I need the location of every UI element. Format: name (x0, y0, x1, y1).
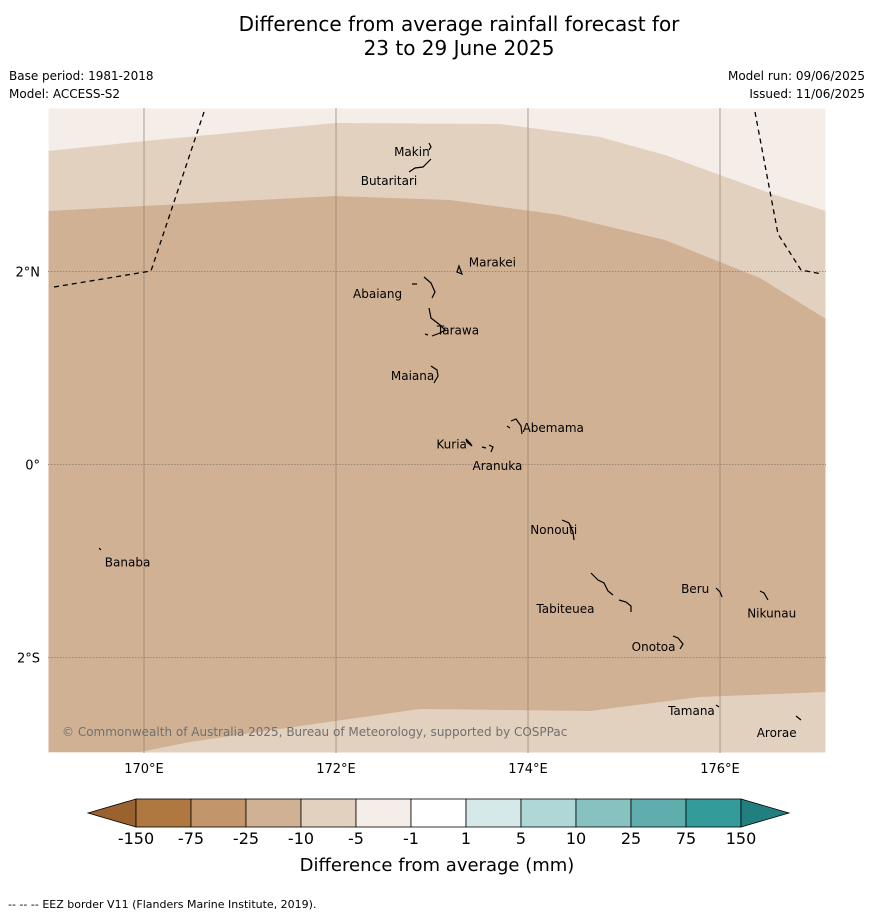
lon-tick-label: 172°E (316, 762, 356, 777)
onotoa-outline (672, 635, 684, 650)
colorbar-tick-label: -150 (118, 829, 154, 848)
arorae-outline (795, 715, 802, 721)
copyright-notice: © Commonwealth of Australia 2025, Bureau… (62, 725, 567, 739)
lon-tick-label: 170°E (124, 762, 164, 777)
banaba-outline (98, 547, 102, 551)
graticule (48, 108, 826, 753)
colorbar-tick-label: 10 (566, 829, 586, 848)
colorbar-segment (520, 798, 577, 828)
eez-borders (53, 108, 823, 288)
lat-tick-label: 0° (25, 459, 40, 474)
colorbar-segment (575, 798, 632, 828)
lat-tick-label: 2°N (16, 266, 41, 281)
colorbar-tick-label: -1 (403, 829, 419, 848)
colorbar-title: Difference from average (mm) (300, 855, 575, 876)
island-label: Tamana (667, 704, 715, 718)
lat-tick-label: 2°S (17, 652, 40, 667)
tabiteuea-outline (590, 572, 632, 612)
colorbar-segment (410, 798, 467, 828)
chart-title: Difference from average rainfall forecas… (0, 12, 873, 60)
island-labels: Makin Butaritari Marakei Abaiang Tarawa Maian… (105, 145, 797, 740)
makin-outline (428, 142, 432, 151)
abemama-outline (506, 418, 523, 435)
marakei-outline (456, 264, 464, 276)
colorbar-tick-label: -75 (178, 829, 204, 848)
kuria-outline (465, 438, 473, 447)
colorbar-tick-label: 25 (621, 829, 641, 848)
title-line-1: Difference from average rainfall forecas… (238, 12, 680, 36)
island-label: Onotoa (632, 640, 676, 654)
tamana-outline (715, 704, 720, 708)
island-label: Kuria (436, 437, 467, 451)
lon-tick-label: 176°E (700, 762, 740, 777)
meta-right: Model run: 09/06/2025 Issued: 11/06/2025 (728, 67, 865, 103)
beru-outline (715, 587, 723, 598)
abaiang-outline (412, 276, 436, 299)
base-period: Base period: 1981-2018 (9, 69, 154, 83)
colorbar-tick-label: 5 (516, 829, 526, 848)
colorbar-tick-label: -5 (348, 829, 364, 848)
colorbar-high-extend (740, 798, 791, 828)
model-run: Model run: 09/06/2025 (727, 69, 865, 83)
island-label: Nonouti (530, 523, 577, 537)
colorbar-segment (465, 798, 522, 828)
shade-band-minus10-to-minus25 (48, 196, 826, 752)
colorbar-tick-label: 75 (676, 829, 696, 848)
island-label: Nikunau (747, 607, 796, 621)
issued-date: Issued: 11/06/2025 (749, 87, 865, 101)
maiana-outline (430, 365, 439, 384)
colorbar-tick-label: 150 (726, 829, 757, 848)
island-label: Beru (681, 582, 709, 596)
eez-border-east (754, 111, 823, 275)
nonouti-outline (561, 519, 575, 541)
colorbar-segment (630, 798, 687, 828)
footer-note: -- -- -- EEZ border V11 (Flanders Marine… (8, 898, 316, 911)
colorbar: -150 -75 -25 -10 -5 -1 1 5 10 25 75 150 Difference f… (86, 798, 791, 876)
island-label: Arorae (757, 726, 797, 740)
colorbar-segment (685, 798, 742, 828)
island-label: Abaiang (353, 287, 402, 301)
forecast-shading (48, 108, 826, 753)
island-label: Tarawa (436, 323, 479, 337)
model-name: Model: ACCESS-S2 (9, 87, 121, 101)
island-outlines (98, 142, 802, 721)
butaritari-outline (408, 158, 432, 173)
island-label: Butaritari (361, 174, 418, 188)
island-label: Aranuka (473, 459, 523, 473)
island-label: Makin (394, 145, 430, 159)
colorbar-segment (355, 798, 412, 828)
aranuka-outline (481, 444, 494, 453)
colorbar-tick-label: 1 (461, 829, 471, 848)
colorbar-tick-label: -25 (233, 829, 259, 848)
colorbar-low-extend (86, 798, 137, 828)
lon-tick-label: 174°E (508, 762, 548, 777)
colorbar-segment (245, 798, 302, 828)
colorbar-segment (300, 798, 357, 828)
eez-legend-text: EEZ border V11 (Flanders Marine Institut… (42, 898, 317, 911)
nikunau-outline (759, 590, 769, 601)
island-label: Marakei (469, 256, 516, 270)
title-line-2: 23 to 29 June 2025 (363, 36, 555, 60)
axis-labels: 170°E 172°E 174°E 176°E 2°N 0° 2°S (16, 266, 740, 778)
colorbar-segment (135, 798, 192, 828)
colorbar-segment (190, 798, 247, 828)
eez-legend-dash: -- -- -- (8, 898, 39, 911)
island-label: Banaba (105, 555, 151, 569)
island-label: Tabiteuea (535, 602, 594, 616)
meta-left: Base period: 1981-2018 Model: ACCESS-S2 (9, 67, 154, 103)
colorbar-tick-label: -10 (288, 829, 314, 848)
island-label: Abemama (523, 421, 584, 435)
tarawa-outline (424, 307, 446, 337)
island-label: Maiana (391, 369, 434, 383)
